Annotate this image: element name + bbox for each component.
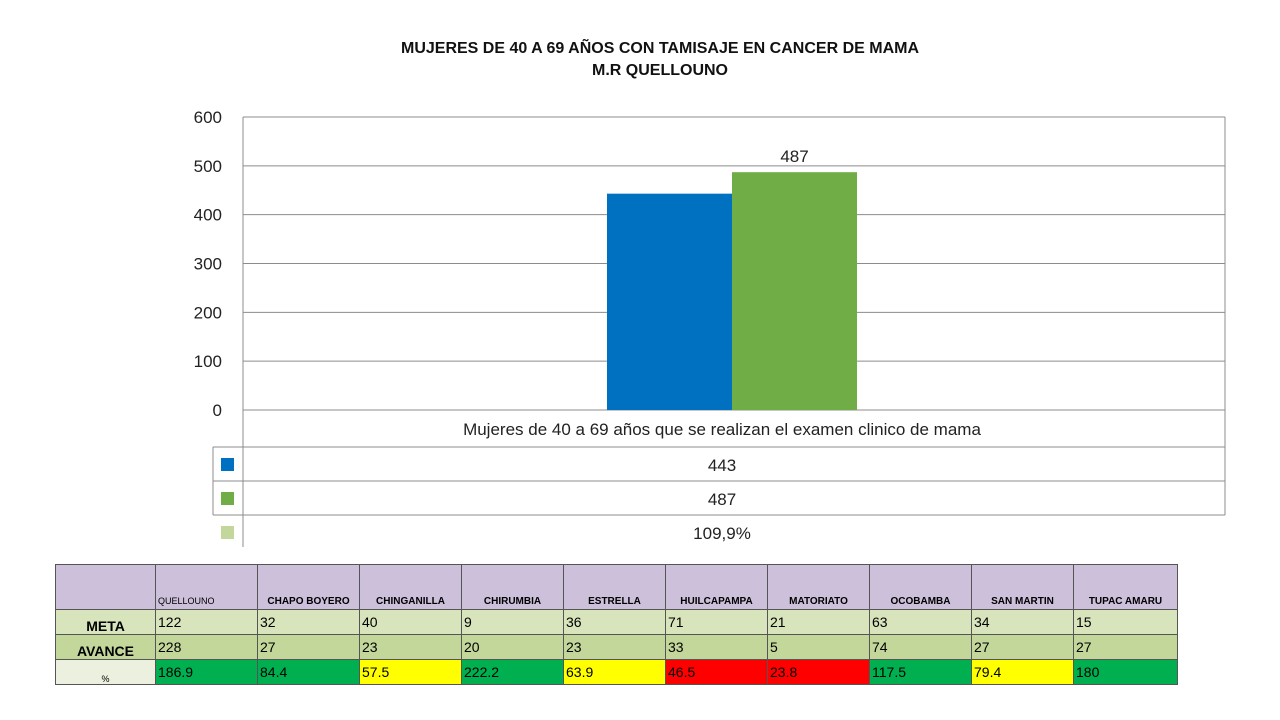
y-tick-label: 100 (194, 352, 222, 371)
percent-cell: 79.4 (971, 659, 1074, 685)
table-cell: 5 (767, 634, 870, 660)
legend-key (221, 458, 234, 471)
bar-chart: 0 100 200 300 400 500 600 487 Mujeres de 40 a 69… (194, 108, 1226, 547)
table-cell: 74 (869, 634, 972, 660)
header-cell: CHAPO BOYERO (257, 564, 360, 610)
header-cell: CHINGANILLA (359, 564, 462, 610)
table-cell: 228 (155, 634, 258, 660)
table-cell: 122 (155, 609, 258, 635)
y-tick-label: 600 (194, 108, 222, 127)
header-cell: HUILCAPAMPA (665, 564, 768, 610)
legend-key (221, 526, 234, 539)
table-cell: 9 (461, 609, 564, 635)
data-label: 487 (780, 147, 808, 166)
table-cell: 71 (665, 609, 768, 635)
table-cell: 23 (359, 634, 462, 660)
data-table-value: 443 (708, 456, 736, 475)
row-label: META (55, 609, 156, 635)
table-cell: 40 (359, 609, 462, 635)
percent-cell: 23.8 (767, 659, 870, 685)
y-tick-label: 400 (194, 206, 222, 225)
chart-title: MUJERES DE 40 A 69 AÑOS CON TAMISAJE EN … (401, 40, 919, 57)
percent-cell: 84.4 (257, 659, 360, 685)
bar (607, 193, 732, 410)
y-tick-label: 200 (194, 303, 222, 322)
percent-cell: 186.9 (155, 659, 258, 685)
table-cell: 34 (971, 609, 1074, 635)
header-cell: TUPAC AMARU (1073, 564, 1178, 610)
percent-cell: 46.5 (665, 659, 768, 685)
table-cell: 27 (1073, 634, 1178, 660)
table-cell: 27 (257, 634, 360, 660)
percent-cell: 63.9 (563, 659, 666, 685)
percent-cell: 222.2 (461, 659, 564, 685)
x-category-label: Mujeres de 40 a 69 años que se realizan … (463, 420, 981, 439)
percent-cell: 57.5 (359, 659, 462, 685)
district-data-table: QUELLOUNO CHAPO BOYERO CHINGANILLA CHIRU… (55, 564, 1178, 685)
header-cell: MATORIATO (767, 564, 870, 610)
header-cell (55, 564, 156, 610)
y-tick-label: 0 (213, 401, 222, 420)
table-header-row: QUELLOUNO CHAPO BOYERO CHINGANILLA CHIRU… (55, 564, 1178, 610)
table-cell: 33 (665, 634, 768, 660)
header-cell: QUELLOUNO (155, 564, 258, 610)
table-row-percent: % 186.9 84.4 57.5 222.2 63.9 46.5 23.8 1… (55, 659, 1178, 685)
data-table-value: 109,9% (693, 524, 751, 543)
table-cell: 32 (257, 609, 360, 635)
chart-subtitle: M.R QUELLOUNO (592, 62, 728, 79)
header-cell: OCOBAMBA (869, 564, 972, 610)
table-cell: 23 (563, 634, 666, 660)
header-cell: CHIRUMBIA (461, 564, 564, 610)
table-cell: 21 (767, 609, 870, 635)
table-cell: 15 (1073, 609, 1178, 635)
table-row-meta: META 122 32 40 9 36 71 21 63 34 15 (55, 609, 1178, 635)
data-table-value: 487 (708, 490, 736, 509)
bar (732, 172, 857, 410)
legend-key (221, 492, 234, 505)
row-label: AVANCE (55, 634, 156, 660)
table-row-avance: AVANCE 228 27 23 20 23 33 5 74 27 27 (55, 634, 1178, 660)
table-cell: 20 (461, 634, 564, 660)
table-cell: 27 (971, 634, 1074, 660)
percent-cell: 180 (1073, 659, 1178, 685)
table-cell: 36 (563, 609, 666, 635)
header-cell: SAN MARTIN (971, 564, 1074, 610)
y-tick-label: 500 (194, 157, 222, 176)
header-cell: ESTRELLA (563, 564, 666, 610)
percent-cell: 117.5 (869, 659, 972, 685)
row-label: % (55, 659, 156, 685)
y-tick-label: 300 (194, 255, 222, 274)
table-cell: 63 (869, 609, 972, 635)
